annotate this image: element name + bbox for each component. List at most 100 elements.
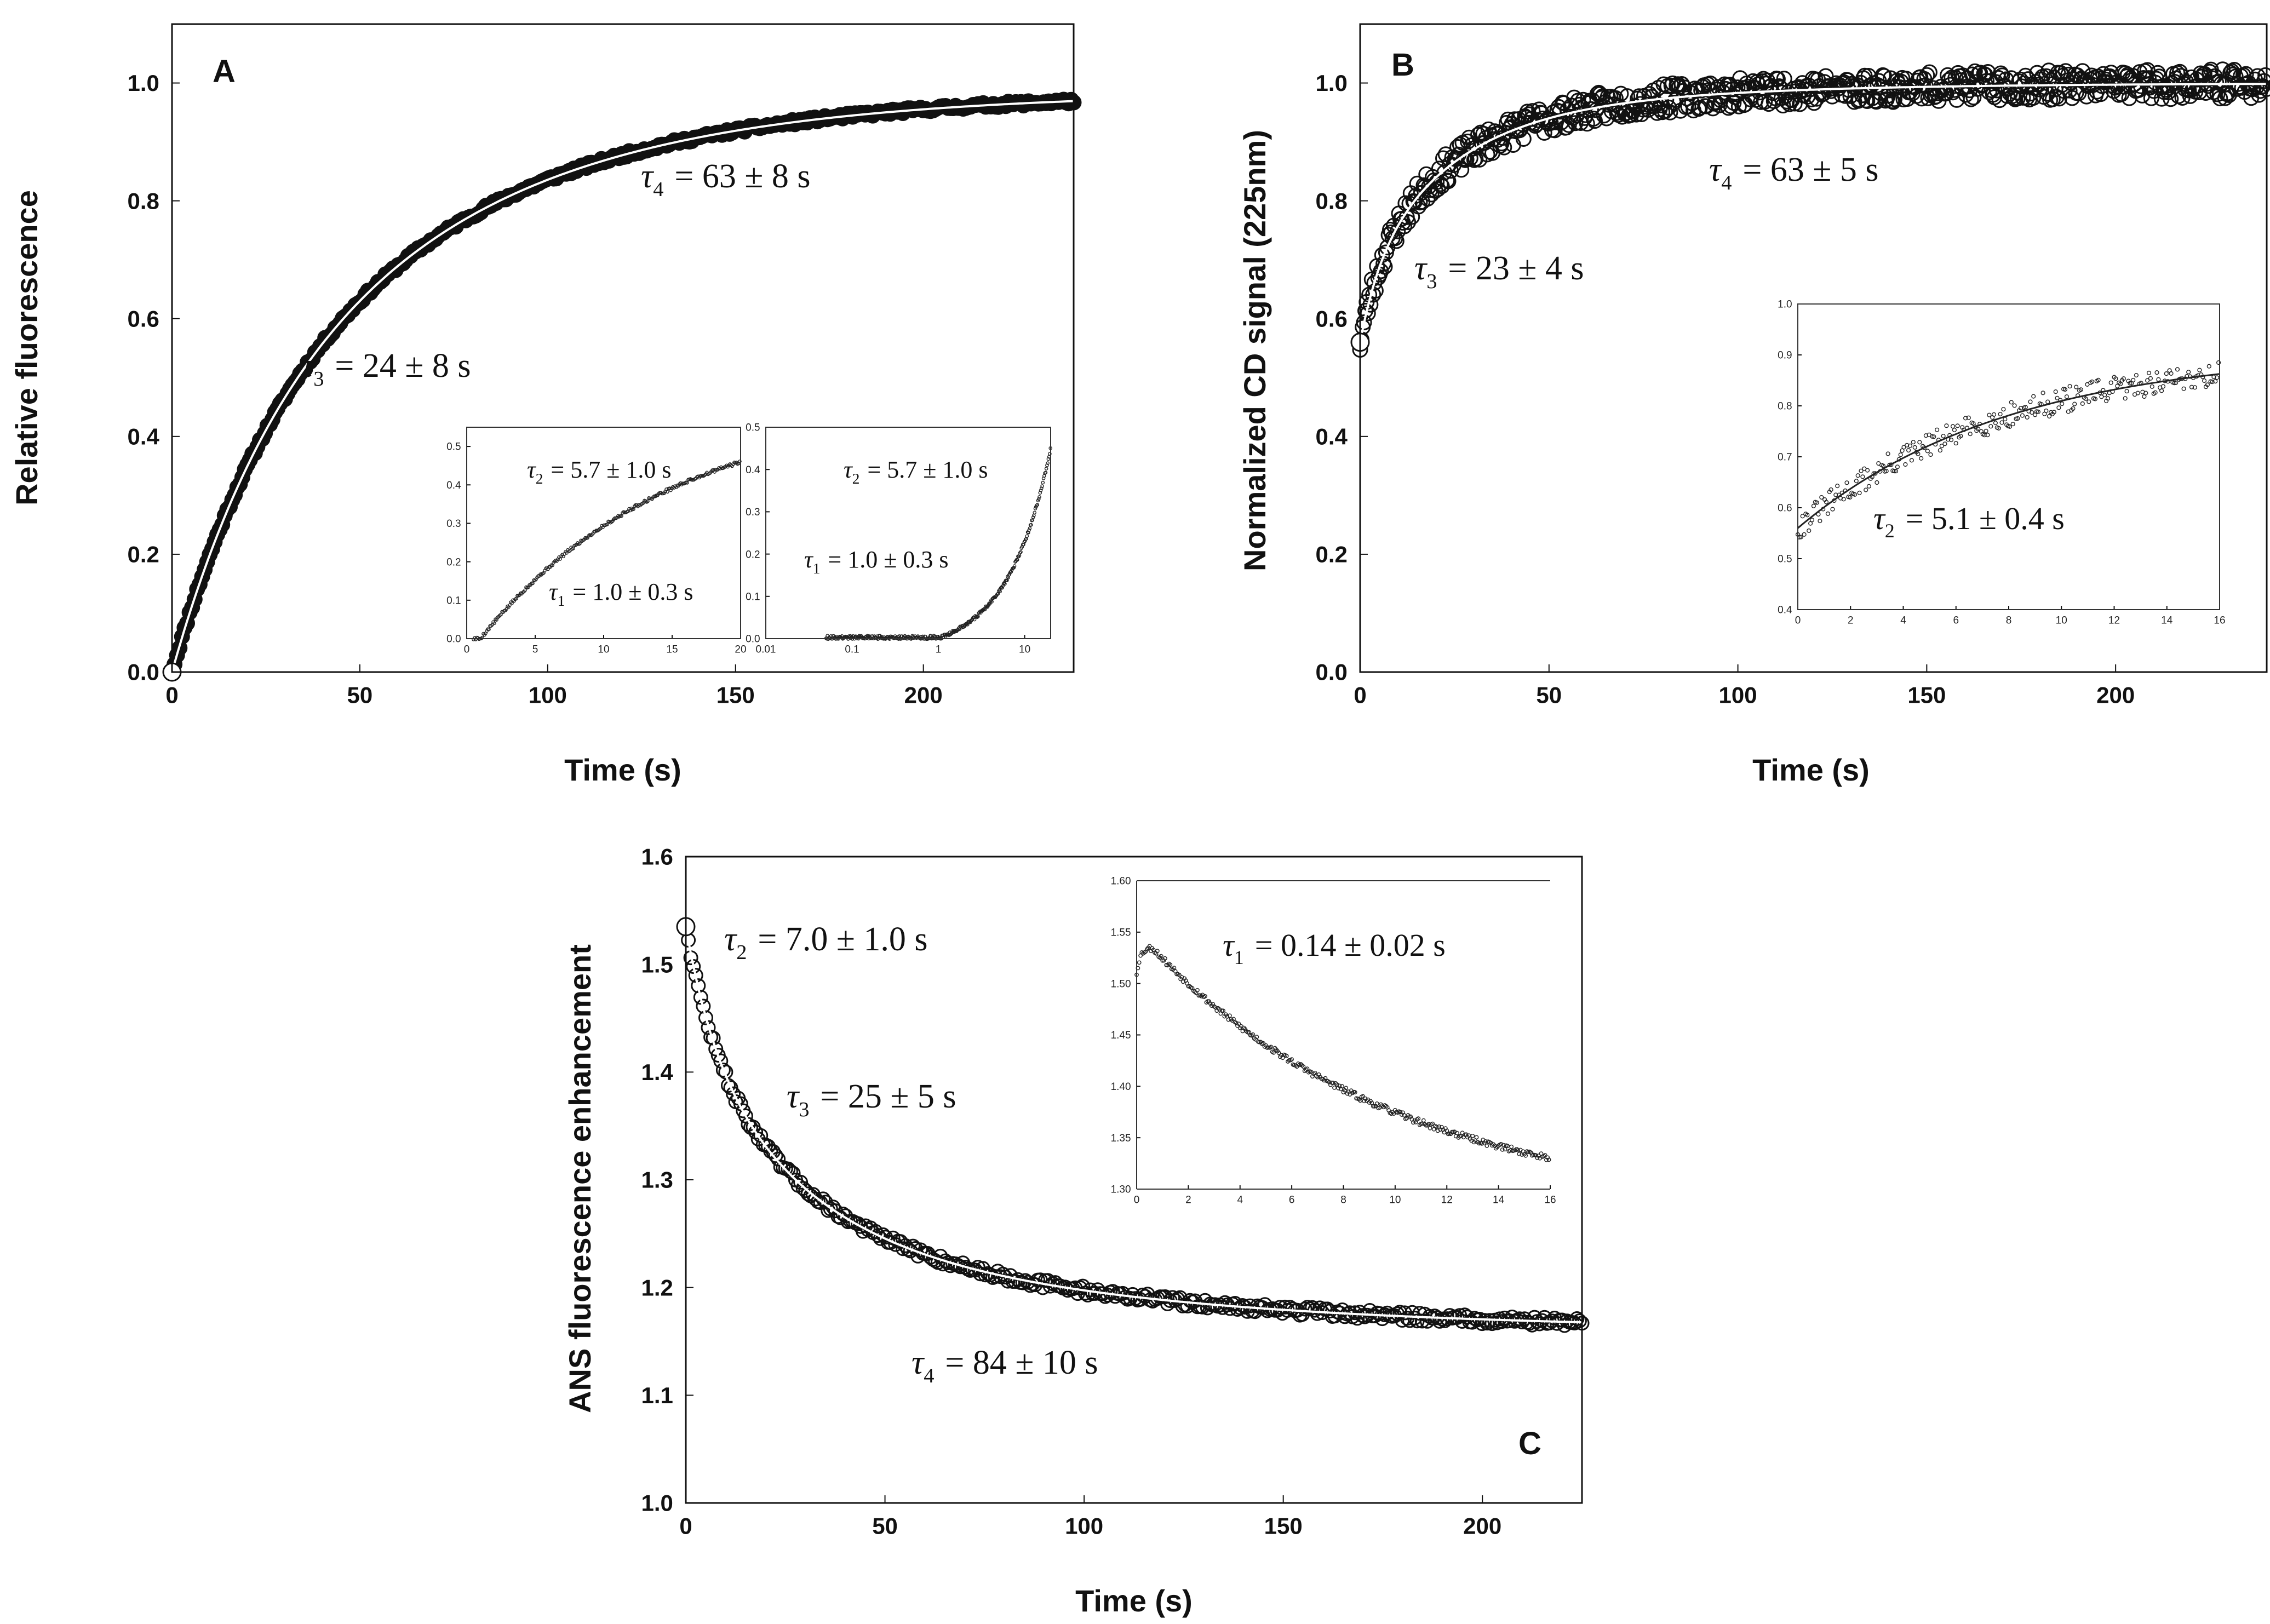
panel-b-y-tick-label: 1.0 [1316, 70, 1348, 96]
inset-data-point [1819, 495, 1824, 500]
inset-data-point [1808, 521, 1813, 526]
panel-a-annotation-tau3: τ3 = 24 ± 8 s [301, 347, 471, 391]
panel-a-inset-log-x-tick-label: 1 [936, 644, 942, 656]
inset-data-point [2131, 377, 2136, 383]
inset-data-point [1221, 1008, 1226, 1013]
inset-data-point [1046, 461, 1050, 465]
inset-data-point [568, 549, 572, 553]
inset-data-point [1207, 999, 1212, 1004]
inset-data-point [1276, 1051, 1281, 1055]
inset-data-point [1942, 441, 1947, 446]
panel-c-y-tick-label: 1.0 [641, 1490, 673, 1516]
inset-data-point [1254, 1035, 1259, 1040]
inset-data-point [1911, 440, 1916, 445]
panel-c-annotation-tau4: τ4 = 84 ± 10 s [912, 1344, 1098, 1387]
panel-a-inset-linear-x-tick-label: 15 [666, 644, 678, 656]
inset-data-point [1546, 1157, 1551, 1162]
inset-data-point [2121, 376, 2126, 381]
panel-c-inset-x-tick-label: 0 [1134, 1195, 1140, 1206]
inset-data-point [1503, 1147, 1507, 1152]
inset-data-point [2146, 370, 2152, 376]
data-point [1475, 125, 1492, 142]
panel-a-x-tick-label: 200 [904, 682, 943, 708]
inset-data-point [1939, 444, 1944, 449]
panel-a-x-tick-label: 150 [716, 682, 755, 708]
panel-b-inset-x-tick-label: 10 [2056, 615, 2067, 627]
inset-data-point [2169, 371, 2174, 376]
inset-data-point [1966, 415, 1971, 420]
inset-data-point [2202, 378, 2207, 383]
inset-data-point [1958, 433, 1963, 439]
inset-data-point [1040, 486, 1044, 490]
inset-data-point [1864, 487, 1868, 492]
inset-data-point [2105, 396, 2111, 401]
inset-data-point [1892, 468, 1897, 474]
data-point [2061, 82, 2078, 99]
panel-b-y-axis-title: Normalized CD signal (225nm) [1237, 130, 1272, 571]
inset-data-point [2047, 414, 2052, 419]
panel-a-inset-log-y-tick-label: 0.3 [746, 507, 760, 518]
panel-c-inset-x-tick-label: 12 [1441, 1195, 1453, 1206]
inset-data-point [1901, 445, 1906, 450]
inset-data-point [2093, 397, 2098, 401]
data-point [1921, 64, 1937, 81]
panel-b-x-tick-label: 50 [1536, 682, 1562, 708]
inset-data-point [1024, 537, 1028, 542]
inset-data-point [2055, 395, 2060, 400]
inset-data-point [1009, 570, 1013, 574]
inset-data-point [2010, 422, 2015, 427]
inset-data-point [1976, 427, 1981, 432]
inset-data-point [1859, 468, 1864, 473]
inset-data-point [1402, 1113, 1407, 1118]
data-point [870, 1228, 886, 1243]
inset-data-point [2036, 409, 2041, 415]
panel-c-data-points [676, 917, 1590, 1333]
panel-a-inset-log-x-tick-label: 0.1 [845, 644, 859, 656]
inset-data-point [1857, 490, 1862, 496]
inset-data-point [1798, 535, 1803, 540]
data-point [693, 990, 708, 1005]
panel-b-y-tick-label: 0.4 [1316, 424, 1348, 450]
panel-a-inset-log-annotation-tau2: τ2 = 5.7 ± 1.0 s [844, 456, 988, 487]
data-point [1999, 88, 2015, 104]
panel-a-x-axis-title: Time (s) [564, 753, 681, 787]
panel-b-plot-frame [1359, 23, 2268, 673]
inset-data-point [2071, 406, 2076, 411]
inset-data-point [632, 507, 635, 511]
panel-a-inset-linear-y-tick-label: 0.2 [446, 556, 461, 568]
data-point [696, 998, 711, 1014]
data-point [1585, 111, 1602, 127]
data-point [733, 1096, 748, 1111]
inset-data-point [2113, 376, 2118, 381]
inset-data-point [1044, 467, 1048, 470]
inset-data-point [2149, 384, 2154, 389]
inset-data-point [2025, 415, 2030, 420]
inset-data-point [578, 542, 582, 546]
fit-line [1359, 83, 2267, 343]
inset-data-point [1295, 1061, 1300, 1066]
inset-data-point [1000, 586, 1004, 590]
data-point [1656, 103, 1673, 119]
panel-b-x-tick-label: 0 [1354, 682, 1366, 708]
panel-b-inset-x-tick-label: 4 [1900, 615, 1906, 627]
inset-data-point [1807, 528, 1812, 533]
data-point [726, 1086, 741, 1101]
data-point [1613, 85, 1629, 102]
panel-c-x-tick-label: 150 [1264, 1513, 1303, 1539]
inset-data-point [1928, 452, 1933, 457]
inset-data-point [1545, 1155, 1550, 1160]
inset-data-point [1814, 500, 1819, 505]
inset-data-point [2206, 364, 2211, 369]
data-point [1409, 175, 1425, 192]
data-point [1964, 66, 1980, 83]
panel-a-data-points [162, 91, 1082, 682]
inset-data-point [1984, 428, 1988, 434]
data-point [2083, 67, 2100, 84]
inset-data-point [1949, 437, 1954, 443]
inset-data-point [2090, 379, 2095, 385]
inset-data-point [1935, 427, 1940, 432]
inset-data-point [1950, 424, 1956, 429]
inset-data-point [1340, 1084, 1345, 1089]
inset-data-point [1208, 1001, 1213, 1006]
